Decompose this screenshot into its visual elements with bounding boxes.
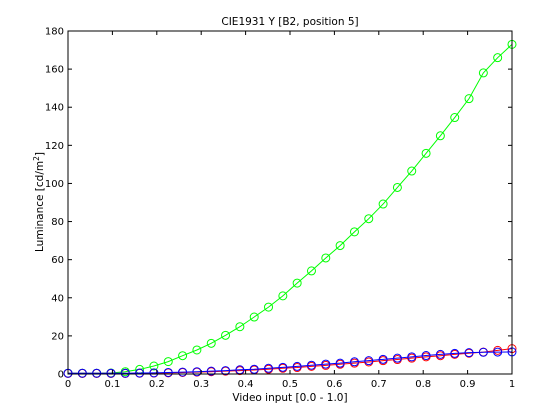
data-point (292, 278, 302, 288)
data-point (392, 353, 402, 363)
data-point (321, 359, 331, 369)
data-point (478, 68, 488, 78)
data-point (221, 330, 231, 340)
data-point (249, 364, 259, 374)
data-point (364, 214, 374, 224)
data-point (178, 367, 188, 377)
data-point (221, 366, 231, 376)
series-2 (63, 347, 517, 378)
data-point (249, 312, 259, 322)
y-axis-ticks: 0 20 40 60 80 100 120 140 160 180 (45, 27, 512, 381)
plot-area (63, 39, 517, 378)
data-point (450, 113, 460, 123)
y-axis-label-main: Luminance [cd/m (34, 161, 46, 252)
data-point (149, 368, 159, 378)
data-point (264, 363, 274, 373)
data-point (278, 291, 288, 301)
data-point (120, 368, 130, 378)
y-axis-label-end: ] (34, 152, 46, 156)
data-point (178, 351, 188, 361)
data-point (349, 227, 359, 237)
data-point (135, 368, 145, 378)
x-tick-label: 0.2 (149, 379, 165, 390)
data-point (163, 367, 173, 377)
x-tick-label: 0.6 (326, 379, 342, 390)
data-point (92, 368, 102, 378)
data-point (163, 357, 173, 367)
x-tick-label: 0.3 (193, 379, 209, 390)
data-point (306, 266, 316, 276)
data-point (464, 348, 474, 358)
y-tick-label: 60 (51, 255, 64, 266)
x-tick-label: 0.1 (104, 379, 120, 390)
x-tick-label: 0.4 (238, 379, 254, 390)
x-tick-label: 0.7 (371, 379, 387, 390)
x-tick-label: 1 (509, 379, 515, 390)
data-point (235, 322, 245, 332)
data-point (149, 361, 159, 371)
chart-title: CIE1931 Y [B2, position 5] (221, 16, 358, 28)
x-tick-label: 0.5 (282, 379, 298, 390)
data-point (349, 357, 359, 367)
y-tick-label: 0 (58, 370, 64, 381)
x-tick-label: 0.9 (460, 379, 476, 390)
data-point (292, 361, 302, 371)
x-tick-label: 0 (65, 379, 71, 390)
data-point (421, 148, 431, 158)
y-tick-label: 160 (45, 65, 64, 76)
data-point (335, 358, 345, 368)
data-point (493, 53, 503, 63)
x-axis-label: Video input [0.0 - 1.0] (232, 392, 347, 404)
y-tick-label: 120 (45, 141, 64, 152)
data-point (306, 360, 316, 370)
x-axis-ticks: 0 0.1 0.2 0.3 0.4 0.5 0.6 0.7 0.8 0.9 1 (65, 31, 515, 390)
axes: 0 0.1 0.2 0.3 0.4 0.5 0.6 0.7 0.8 0.9 1 0 20 40 60 80 1… (45, 27, 515, 391)
data-point (364, 356, 374, 366)
data-point (421, 351, 431, 361)
data-point (407, 352, 417, 362)
y-tick-label: 20 (51, 331, 64, 342)
series-line (68, 351, 513, 374)
y-tick-label: 140 (45, 103, 64, 114)
data-point (435, 349, 445, 359)
data-point (264, 302, 274, 312)
data-point (478, 347, 488, 357)
data-point (450, 348, 460, 358)
data-point (206, 366, 216, 376)
data-point (106, 368, 116, 378)
y-tick-label: 80 (51, 217, 64, 228)
data-point (206, 338, 216, 348)
y-axis-label: Luminance [cd/m2] (32, 152, 46, 252)
data-point (435, 131, 445, 141)
data-point (464, 94, 474, 104)
y-tick-label: 180 (45, 27, 64, 38)
data-point (407, 166, 417, 176)
data-point (321, 253, 331, 263)
y-axis-label-superscript: 2 (32, 156, 41, 161)
data-point (392, 182, 402, 192)
x-tick-label: 0.8 (415, 379, 431, 390)
data-point (378, 199, 388, 209)
y-tick-label: 100 (45, 179, 64, 190)
data-point (192, 345, 202, 355)
data-point (77, 368, 87, 378)
data-point (493, 347, 503, 357)
data-point (335, 241, 345, 251)
data-point (278, 362, 288, 372)
y-tick-label: 40 (51, 293, 64, 304)
data-point (378, 354, 388, 364)
